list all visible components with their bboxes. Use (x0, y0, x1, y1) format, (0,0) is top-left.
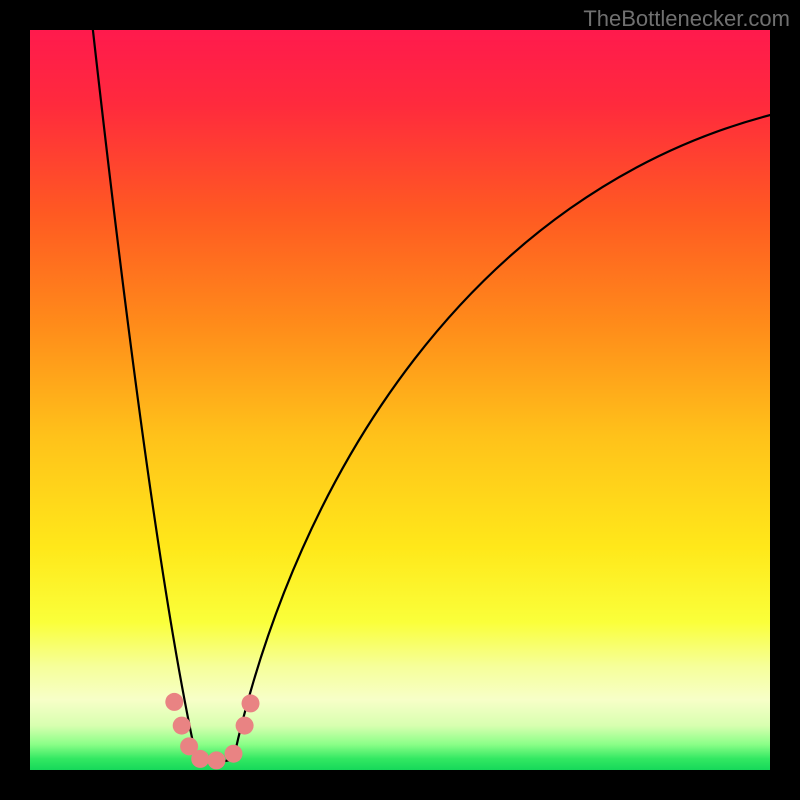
gpu-marker (165, 693, 183, 711)
gpu-marker (191, 750, 209, 768)
gpu-marker (207, 751, 225, 769)
gpu-marker (242, 694, 260, 712)
chart-stage: TheBottlenecker.com (0, 0, 800, 800)
gradient-background (30, 30, 770, 770)
gpu-marker (173, 717, 191, 735)
chart-svg (0, 0, 800, 800)
gpu-marker (236, 717, 254, 735)
gpu-marker (225, 745, 243, 763)
